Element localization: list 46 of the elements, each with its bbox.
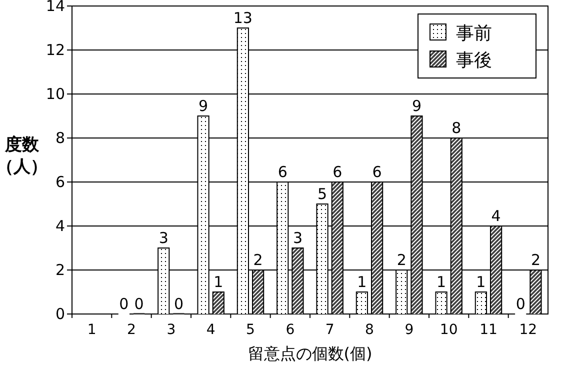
- data-label: 6: [372, 163, 382, 181]
- x-tick-label: 11: [480, 322, 498, 338]
- data-label: 8: [452, 119, 462, 137]
- data-label: 0: [119, 295, 129, 313]
- y-tick-label: 14: [46, 0, 65, 15]
- data-label: 0: [134, 295, 144, 313]
- data-label: 1: [214, 273, 224, 291]
- y-tick-label: 12: [46, 41, 65, 59]
- x-tick-label: 10: [440, 322, 458, 338]
- data-label: 3: [158, 229, 168, 247]
- data-label: 0: [174, 295, 184, 313]
- y-tick-label: 10: [46, 85, 65, 103]
- data-label: 4: [491, 207, 501, 225]
- data-label: 1: [357, 273, 367, 291]
- x-tick-label: 7: [325, 322, 334, 338]
- legend-label: 事前: [456, 23, 492, 44]
- data-label: 3: [292, 229, 302, 247]
- x-tick-label: 9: [404, 322, 414, 338]
- x-tick-label: 5: [246, 322, 255, 338]
- data-label: 2: [396, 251, 406, 269]
- data-label: 6: [278, 163, 288, 181]
- x-tick-label: 12: [519, 322, 538, 338]
- x-tick-label: 4: [206, 322, 216, 338]
- data-label: 9: [412, 97, 422, 115]
- x-tick-label: 6: [286, 322, 295, 338]
- data-label: 0: [516, 295, 526, 313]
- y-tick-label: 6: [55, 173, 65, 191]
- data-label: 2: [530, 251, 540, 269]
- y-tick-label: 4: [55, 217, 65, 235]
- data-label: 5: [318, 185, 328, 203]
- data-label: 1: [436, 273, 446, 291]
- y-axis-title: 度数（人）: [0, 135, 48, 177]
- y-tick-label: 0: [55, 305, 65, 323]
- x-tick-label: 8: [365, 322, 374, 338]
- data-label: 9: [198, 97, 208, 115]
- data-label: 2: [253, 251, 263, 269]
- y-tick-label: 2: [55, 261, 65, 279]
- x-tick-label: 3: [166, 322, 176, 338]
- x-tick-label: 1: [87, 322, 96, 338]
- data-label: 13: [233, 9, 252, 27]
- legend-label: 事後: [456, 50, 492, 71]
- x-axis-title: 留意点の個数(個): [248, 344, 372, 363]
- data-label: 6: [332, 163, 342, 181]
- data-label: 1: [476, 273, 486, 291]
- x-tick-label: 2: [127, 322, 136, 338]
- y-tick-label: 8: [55, 129, 65, 147]
